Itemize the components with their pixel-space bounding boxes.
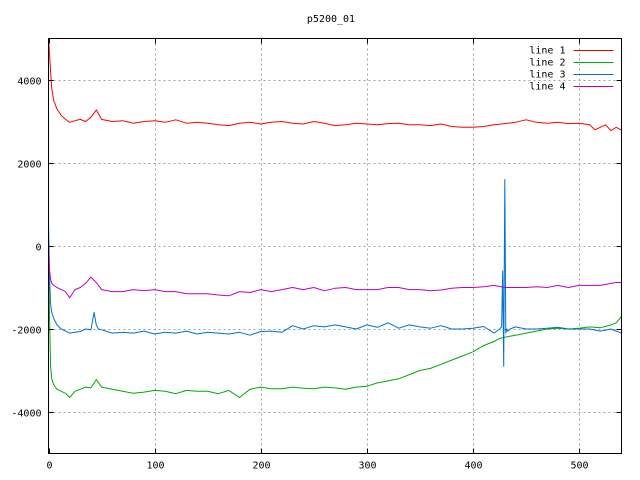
y-tick-label: 0 [35,243,41,254]
legend-label: line 1 [529,46,565,57]
x-tick-label: 200 [252,461,270,472]
ticks-layer: 0 100 200 300 400 500 -4000 -2000 0 2000 4000 [11,38,622,472]
legend-label: line 4 [529,82,565,93]
x-tick-label: 100 [146,461,164,472]
series-line-2 [48,254,622,398]
y-tick-label: -2000 [11,326,41,337]
series-line-3 [48,179,622,367]
x-tick-label: 0 [46,461,52,472]
x-tick-label: 500 [570,461,588,472]
series-line-1 [48,38,622,132]
x-tick-label: 300 [358,461,376,472]
chart-title: p5200_01 [307,14,355,25]
series-layer [48,38,622,398]
x-tick-label: 400 [464,461,482,472]
legend-label: line 3 [529,70,565,81]
y-tick-label: 2000 [17,160,41,171]
y-tick-label: -4000 [11,409,41,420]
y-tick-label: 4000 [17,77,41,88]
series-line-4 [48,245,622,299]
grid-layer [48,38,622,454]
legend-label: line 2 [529,58,565,69]
